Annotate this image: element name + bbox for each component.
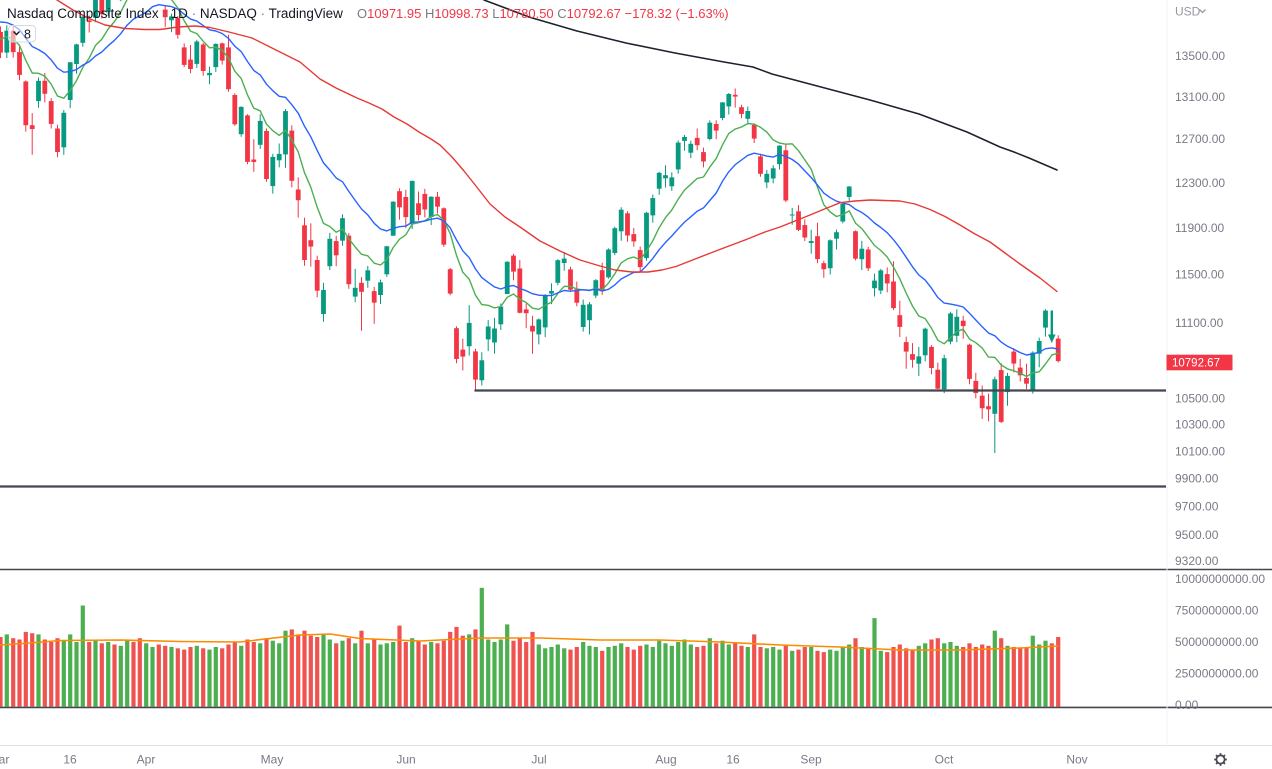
svg-text:Nasdaq Composite Index · 1D ·: Nasdaq Composite Index · 1D · NASDAQ · T… bbox=[7, 6, 343, 21]
svg-text:10792.67: 10792.67 bbox=[1172, 358, 1220, 370]
svg-text:9900.00: 9900.00 bbox=[1175, 472, 1219, 486]
svg-text:Oct: Oct bbox=[935, 753, 954, 767]
svg-text:Mar: Mar bbox=[0, 753, 9, 767]
svg-text:Jul: Jul bbox=[531, 753, 546, 767]
svg-text:16: 16 bbox=[726, 753, 740, 767]
svg-text:12300.00: 12300.00 bbox=[1175, 176, 1225, 190]
svg-text:11100.00: 11100.00 bbox=[1175, 316, 1224, 330]
svg-text:O10971.95 H10998.73 L10780.5: O10971.95 H10998.73 L10780.50 C10792.67 … bbox=[357, 6, 729, 21]
svg-text:9500.00: 9500.00 bbox=[1175, 528, 1219, 542]
svg-text:8: 8 bbox=[24, 27, 31, 41]
svg-text:10100.00: 10100.00 bbox=[1175, 445, 1225, 459]
svg-text:5000000000.00: 5000000000.00 bbox=[1175, 635, 1259, 649]
svg-text:13100.00: 13100.00 bbox=[1175, 90, 1225, 104]
svg-text:Nov: Nov bbox=[1066, 753, 1087, 767]
svg-text:13500.00: 13500.00 bbox=[1175, 49, 1225, 63]
svg-text:Jun: Jun bbox=[396, 753, 415, 767]
svg-text:11500.00: 11500.00 bbox=[1175, 268, 1224, 282]
svg-text:USD: USD bbox=[1175, 5, 1201, 19]
svg-text:May: May bbox=[261, 753, 284, 767]
svg-text:7500000000.00: 7500000000.00 bbox=[1175, 604, 1259, 618]
svg-text:12700.00: 12700.00 bbox=[1175, 132, 1225, 146]
svg-text:Sep: Sep bbox=[800, 753, 822, 767]
svg-text:0.00: 0.00 bbox=[1175, 698, 1199, 712]
svg-text:10300.00: 10300.00 bbox=[1175, 418, 1225, 432]
svg-text:11900.00: 11900.00 bbox=[1175, 221, 1224, 235]
svg-text:10500.00: 10500.00 bbox=[1175, 392, 1225, 406]
svg-text:Aug: Aug bbox=[655, 753, 676, 767]
svg-text:Apr: Apr bbox=[137, 753, 156, 767]
svg-text:9700.00: 9700.00 bbox=[1175, 500, 1219, 514]
svg-text:10000000000.00: 10000000000.00 bbox=[1175, 572, 1265, 586]
svg-text:2500000000.00: 2500000000.00 bbox=[1175, 667, 1259, 681]
svg-text:16: 16 bbox=[63, 753, 77, 767]
svg-text:9320.00: 9320.00 bbox=[1175, 554, 1219, 568]
